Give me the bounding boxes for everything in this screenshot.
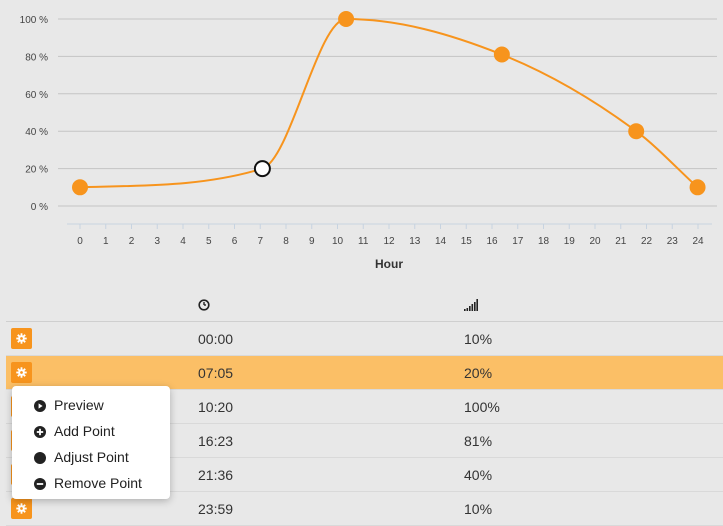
series-line xyxy=(79,17,699,189)
menu-item-label: Preview xyxy=(54,397,104,413)
data-point[interactable] xyxy=(689,179,706,196)
y-tick-label: 0 % xyxy=(31,202,48,213)
x-tick-label: 11 xyxy=(358,236,369,247)
menu-item-label: Adjust Point xyxy=(54,449,129,465)
x-tick-label: 13 xyxy=(409,236,421,247)
x-tick-label: 12 xyxy=(383,236,395,247)
x-tick-label: 5 xyxy=(206,236,212,247)
x-axis-title: Hour xyxy=(375,257,403,271)
row-time: 16:23 xyxy=(198,433,234,449)
x-tick-label: 8 xyxy=(283,236,289,247)
table-row[interactable]: 07:05 20% xyxy=(6,356,723,390)
data-point[interactable] xyxy=(493,46,510,63)
table-header xyxy=(6,290,723,322)
row-level: 10% xyxy=(464,331,493,347)
gear-icon xyxy=(16,367,27,378)
x-tick-label: 0 xyxy=(77,236,83,247)
circle-icon xyxy=(34,451,46,464)
row-time: 07:05 xyxy=(198,365,234,381)
menu-item-add-point[interactable]: Add Point xyxy=(12,418,170,444)
x-tick-label: 19 xyxy=(564,236,576,247)
signal-icon xyxy=(464,298,478,316)
row-time: 21:36 xyxy=(198,467,234,483)
y-tick-label: 40 % xyxy=(25,127,48,138)
row-time: 23:59 xyxy=(198,501,234,517)
data-point-selected[interactable] xyxy=(253,160,271,178)
x-tick-label: 10 xyxy=(332,236,344,247)
x-tick-label: 4 xyxy=(180,236,186,247)
row-settings-button[interactable] xyxy=(11,328,32,349)
clock-icon xyxy=(198,298,210,316)
x-tick-label: 2 xyxy=(129,236,135,247)
x-tick-label: 17 xyxy=(512,236,524,247)
x-tick-label: 20 xyxy=(589,236,601,247)
menu-item-label: Remove Point xyxy=(54,475,142,491)
row-level: 10% xyxy=(464,501,493,517)
x-tick-label: 23 xyxy=(667,236,679,247)
x-tick-label: 7 xyxy=(257,236,263,247)
minus-circle-icon xyxy=(34,477,46,490)
table-row[interactable]: 00:00 10% xyxy=(6,322,723,356)
data-point[interactable] xyxy=(338,11,355,27)
row-settings-button[interactable] xyxy=(11,498,32,519)
x-tick-label: 9 xyxy=(309,236,315,247)
x-tick-label: 16 xyxy=(486,236,498,247)
menu-item-remove-point[interactable]: Remove Point xyxy=(12,470,170,496)
menu-item-preview[interactable]: Preview xyxy=(12,392,170,418)
menu-item-label: Add Point xyxy=(54,423,115,439)
x-tick-label: 6 xyxy=(232,236,238,247)
data-point[interactable] xyxy=(72,179,88,196)
row-level: 20% xyxy=(464,365,493,381)
row-level: 40% xyxy=(464,467,493,483)
x-tick-label: 18 xyxy=(538,236,550,247)
data-point[interactable] xyxy=(628,123,645,140)
x-tick-label: 15 xyxy=(461,236,473,247)
y-tick-label: 60 % xyxy=(25,90,48,101)
row-time: 10:20 xyxy=(198,399,234,415)
play-circle-icon xyxy=(34,399,46,412)
x-tick-label: 22 xyxy=(641,236,653,247)
x-tick-label: 3 xyxy=(154,236,160,247)
x-tick-label: 21 xyxy=(615,236,627,247)
point-context-menu: Preview Add Point Adjust Point Remove Point xyxy=(12,386,170,499)
plus-circle-icon xyxy=(34,425,46,438)
gear-icon xyxy=(16,333,27,344)
y-tick-label: 80 % xyxy=(25,52,48,63)
row-settings-button[interactable] xyxy=(11,362,32,383)
x-tick-label: 1 xyxy=(103,236,109,247)
menu-item-adjust-point[interactable]: Adjust Point xyxy=(12,444,170,470)
x-tick-label: 24 xyxy=(692,236,704,247)
row-level: 81% xyxy=(464,433,493,449)
x-tick-label: 14 xyxy=(435,236,447,247)
schedule-chart[interactable]: 100 %80 %60 %40 %20 %0 % 0 1 2 3 4 5 6 7 8 9 10 11 1… xyxy=(0,0,723,280)
row-level: 100% xyxy=(464,399,500,415)
y-tick-label: 20 % xyxy=(25,165,48,176)
y-tick-label: 100 % xyxy=(20,15,48,26)
row-time: 00:00 xyxy=(198,331,234,347)
gear-icon xyxy=(16,503,27,514)
